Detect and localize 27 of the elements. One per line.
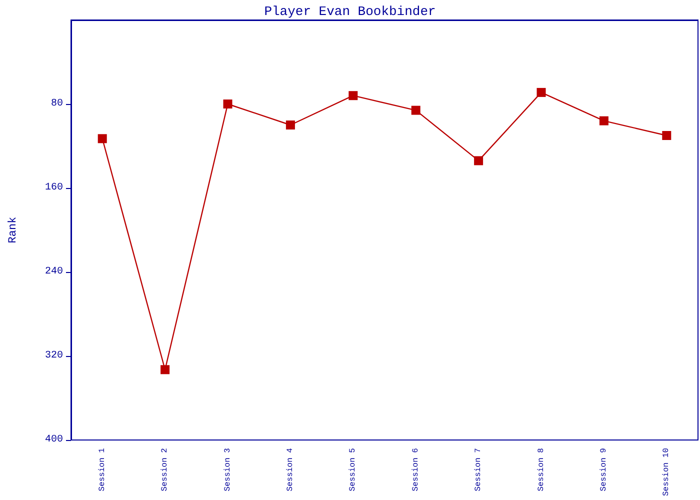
point	[286, 120, 295, 130]
point	[411, 106, 420, 115]
y-tick-label: 240	[44, 266, 63, 278]
x-tick-label: Session 3	[223, 448, 232, 492]
x-tick-label: Session 4	[286, 448, 295, 492]
point	[160, 365, 170, 374]
x-tick-label: Session 2	[160, 448, 170, 492]
y-axis-title: Rank	[8, 216, 20, 244]
point	[223, 100, 232, 108]
y-tick-label: 160	[44, 182, 63, 194]
point	[662, 131, 672, 140]
x-tick-label: Session 7	[474, 448, 484, 492]
y-tick-label: 320	[44, 350, 63, 362]
x-tick-label: Session 5	[348, 448, 358, 492]
x-tick-label: Session 9	[599, 448, 608, 492]
x-tick-label: Session 10	[662, 448, 672, 496]
x-tick-label: Session 6	[411, 448, 420, 492]
point	[348, 91, 358, 100]
point	[536, 88, 546, 97]
x-tick-label: Session 8	[536, 448, 546, 492]
y-tick-label: 400	[44, 434, 63, 446]
point	[599, 116, 608, 126]
y-tick-label: 80	[50, 98, 63, 110]
point	[474, 156, 484, 166]
chart-title: Player Evan Bookbinder	[264, 4, 436, 19]
point	[98, 134, 107, 144]
x-tick-label: Session 1	[98, 448, 107, 492]
